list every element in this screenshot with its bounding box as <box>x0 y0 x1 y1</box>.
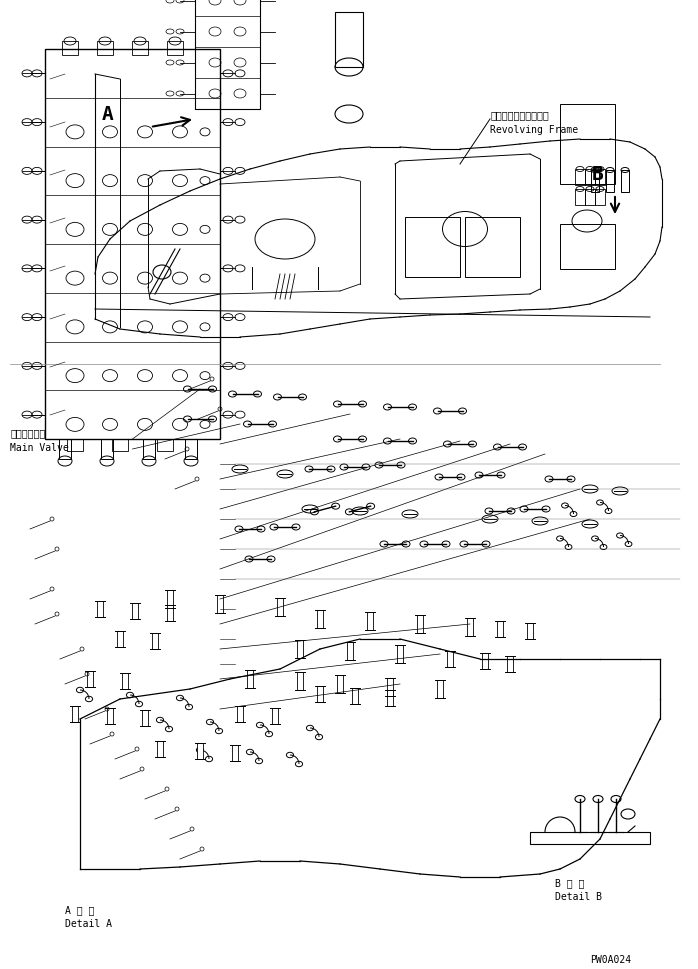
Text: B: B <box>592 166 604 184</box>
Bar <box>107 708 113 724</box>
Text: レボルビングフレーム: レボルビングフレーム <box>490 109 549 120</box>
Bar <box>195 0 260 109</box>
Bar <box>591 171 599 193</box>
Bar <box>447 651 453 668</box>
Bar <box>560 225 615 269</box>
Bar <box>467 618 473 637</box>
Bar <box>272 708 278 724</box>
Bar <box>606 171 614 193</box>
Bar <box>62 42 78 56</box>
Bar <box>101 440 113 459</box>
Bar <box>277 599 283 616</box>
Text: メインバルブ: メインバルブ <box>10 427 45 438</box>
Bar <box>247 671 253 688</box>
Bar <box>352 688 358 704</box>
Bar <box>67 440 83 452</box>
Bar <box>132 42 148 56</box>
Bar <box>197 743 203 760</box>
Bar <box>232 745 238 762</box>
Text: A 詳 細: A 詳 細 <box>65 904 94 914</box>
Bar <box>465 218 520 278</box>
Bar <box>337 675 343 693</box>
Text: PW0A024: PW0A024 <box>590 954 631 964</box>
Text: B 詳 細: B 詳 細 <box>555 877 584 887</box>
Bar <box>45 50 220 440</box>
Bar <box>87 672 93 687</box>
Bar <box>297 672 303 690</box>
Bar <box>585 190 595 205</box>
Bar <box>595 190 605 205</box>
Bar <box>97 42 113 56</box>
Bar <box>575 190 585 205</box>
Bar <box>157 741 163 757</box>
Bar <box>72 706 78 722</box>
Bar <box>152 634 158 649</box>
Bar <box>132 604 138 619</box>
Bar <box>237 706 243 722</box>
Bar <box>482 653 488 670</box>
Bar <box>335 13 363 68</box>
Bar <box>387 678 393 697</box>
Bar <box>317 686 323 703</box>
Bar <box>417 615 423 634</box>
Text: A: A <box>102 106 114 124</box>
Bar <box>347 642 353 660</box>
Text: Revolving Frame: Revolving Frame <box>490 125 578 135</box>
Bar <box>167 42 183 56</box>
Bar <box>167 606 173 621</box>
Text: Detail A: Detail A <box>65 918 112 928</box>
Bar <box>621 171 629 193</box>
Bar <box>167 590 173 609</box>
Bar <box>297 641 303 658</box>
Bar <box>595 170 605 186</box>
Bar <box>122 673 128 689</box>
Bar <box>527 623 533 640</box>
Bar <box>575 170 585 186</box>
Bar <box>97 602 103 617</box>
Bar <box>317 610 323 628</box>
Bar <box>497 621 503 638</box>
Bar <box>437 680 443 699</box>
Bar <box>405 218 460 278</box>
Bar <box>112 440 128 452</box>
Bar <box>143 440 155 459</box>
Bar <box>185 440 197 459</box>
Bar <box>157 440 173 452</box>
Bar <box>530 832 650 844</box>
Bar <box>59 440 71 459</box>
Bar <box>387 690 393 706</box>
Bar <box>397 645 403 664</box>
Bar <box>117 632 123 647</box>
Text: Main Valve: Main Valve <box>10 443 68 453</box>
Bar <box>560 105 615 185</box>
Bar <box>142 710 148 726</box>
Bar <box>217 595 223 613</box>
Bar <box>367 612 373 631</box>
Text: Detail B: Detail B <box>555 891 602 901</box>
Bar <box>507 656 513 672</box>
Bar <box>585 170 595 186</box>
